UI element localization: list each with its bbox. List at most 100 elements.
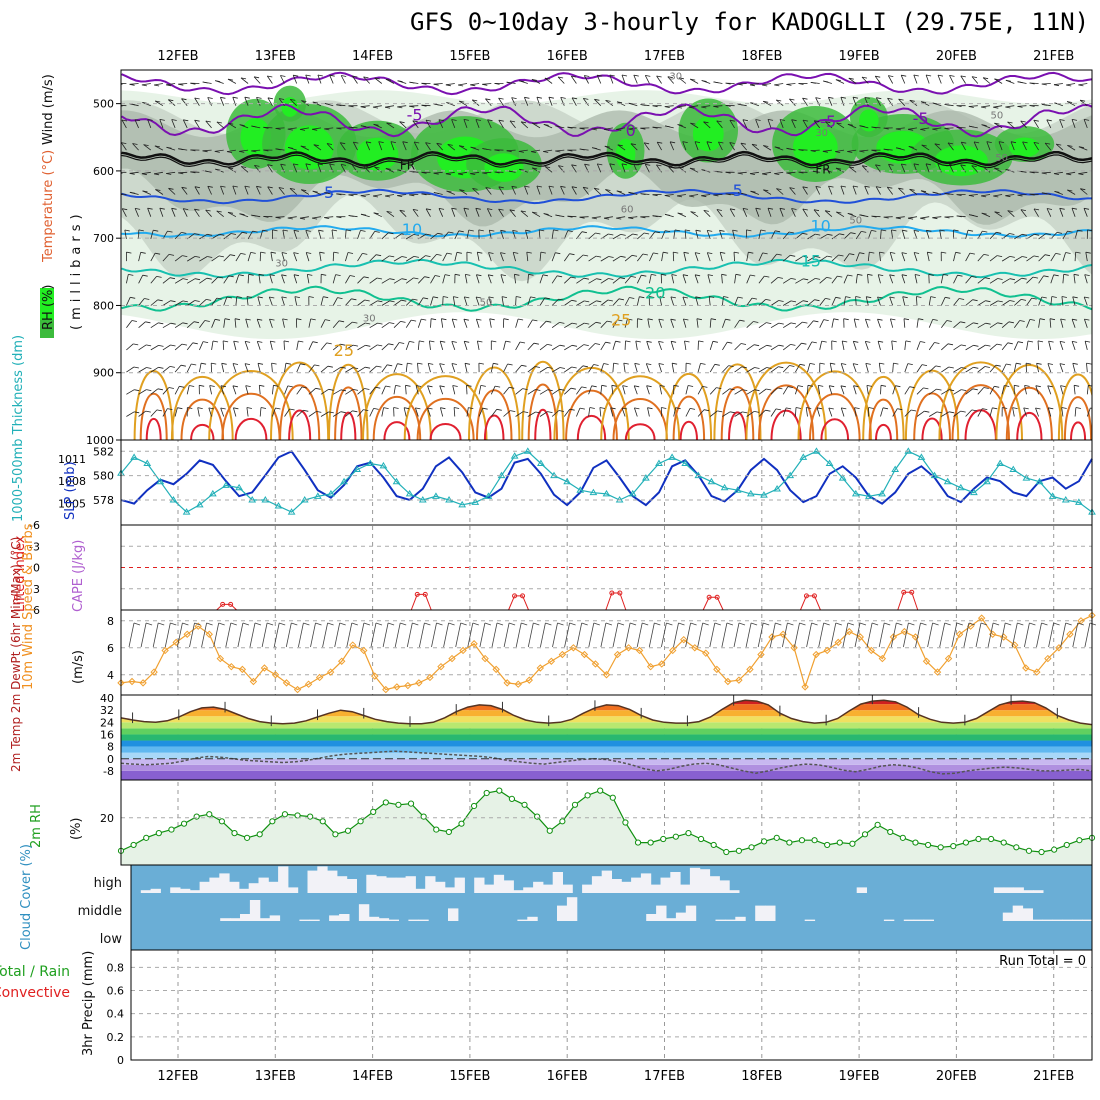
- wind-barb: [670, 341, 675, 351]
- wind-barb: [612, 277, 621, 284]
- cloud-bar: [220, 918, 231, 921]
- wind-barb: [256, 97, 261, 106]
- wind-barb: [220, 407, 225, 417]
- cloud-bar: [660, 877, 671, 893]
- wind-barb-flag: [193, 321, 200, 324]
- wind-barb: [1059, 341, 1064, 351]
- wind-barb-flag: [214, 151, 220, 153]
- wind-barb: [126, 411, 135, 417]
- wind-barb: [819, 277, 827, 284]
- li-marker: [706, 594, 712, 600]
- wind-barb: [1038, 254, 1046, 262]
- warm-contour: [403, 375, 488, 440]
- wind-barb: [186, 342, 194, 351]
- wind-barb-flag: [760, 229, 766, 232]
- wind-barb-flag: [547, 367, 553, 369]
- wind-barb: [138, 410, 147, 417]
- wind-barb: [138, 389, 147, 395]
- wind-barb-flag: [1029, 105, 1035, 107]
- wind-barb-10m: [201, 622, 207, 648]
- wind-barb: [181, 187, 188, 195]
- wind-barb-flag: [232, 385, 238, 388]
- wind-barb: [746, 411, 755, 417]
- wind-barb: [126, 320, 133, 328]
- wind-barb: [150, 253, 156, 262]
- wind-barb-flag: [1048, 407, 1054, 410]
- wind-barb: [925, 74, 930, 84]
- wind-barb-10m: [261, 622, 268, 648]
- wind-barb-flag: [971, 165, 977, 167]
- wind-barb-flag: [567, 230, 573, 232]
- wind-barb: [525, 230, 529, 240]
- wind-barb-flag: [444, 274, 451, 276]
- wind-barb: [320, 411, 330, 417]
- wind-barb: [865, 296, 869, 306]
- wind-barb-flag: [299, 129, 306, 131]
- pressure-tick-label: 600: [93, 165, 114, 178]
- wind-barb-flag: [534, 366, 540, 368]
- wind-barb-flag: [512, 230, 518, 232]
- wind-barb-flag: [1086, 362, 1092, 365]
- wind-barb-flag: [314, 364, 320, 367]
- wind-barb: [989, 343, 998, 351]
- wind-barb-flag: [815, 233, 821, 236]
- wind-barb-flag: [256, 97, 262, 99]
- wind-barb-flag: [353, 141, 359, 144]
- wind-barb-flag: [569, 408, 575, 411]
- wind-barb-flag: [957, 274, 963, 277]
- wind-barb-flag: [959, 298, 965, 300]
- wind-barb-flag: [583, 254, 589, 257]
- wind-barb: [576, 277, 585, 284]
- wind-barb: [1001, 300, 1010, 306]
- wind-barb-flag: [494, 171, 500, 174]
- freezing-level-line: [121, 154, 1092, 169]
- wind-barb: [332, 274, 336, 284]
- wind-barb-flag: [1012, 407, 1018, 409]
- wind-barb-10m: [903, 622, 909, 648]
- wind-barb-flag: [211, 362, 217, 365]
- wind-barb-flag: [654, 231, 660, 234]
- wind-barb: [430, 318, 432, 328]
- wind-barb-flag: [397, 195, 403, 197]
- wind-barb: [722, 341, 728, 351]
- slp-tick-label: 1011: [58, 453, 86, 466]
- wind-barb-flag: [156, 409, 162, 412]
- wind-barb-flag: [424, 276, 430, 279]
- wind-barb: [807, 299, 815, 306]
- wind-barb-flag: [1039, 318, 1045, 321]
- wind-barb: [891, 229, 894, 239]
- wind-barb-flag: [571, 344, 578, 347]
- wind-barb: [1073, 385, 1076, 395]
- wind-barb: [174, 343, 183, 351]
- cloud-bar: [336, 876, 348, 893]
- wind-barb: [278, 98, 285, 106]
- li-marker: [609, 590, 615, 596]
- wind-barb: [1001, 278, 1011, 284]
- wind-barb: [369, 300, 378, 306]
- wind-barb: [965, 409, 973, 417]
- wind-barb-10m: [1024, 622, 1030, 648]
- wind-barb: [405, 363, 408, 373]
- wind-barb: [694, 141, 699, 151]
- wind-barb-flag: [571, 186, 577, 189]
- wind-speed-marker: [271, 671, 280, 679]
- thickness-marker: [733, 486, 742, 493]
- wind-barb-flag: [178, 83, 184, 86]
- wind-barb-flag: [939, 229, 945, 232]
- wind-barb: [645, 363, 650, 373]
- wind-barb: [256, 186, 261, 195]
- wind-barb-flag: [836, 122, 842, 125]
- wind-barb-flag: [530, 296, 536, 299]
- wind-barb-flag: [239, 151, 245, 153]
- wind-barb-10m-flag: [521, 622, 528, 626]
- wind-barb: [292, 75, 298, 84]
- wind-barb-flag: [640, 127, 646, 130]
- wind-barb: [656, 75, 662, 84]
- wind-barb-flag: [827, 233, 833, 236]
- wind-barb-flag: [559, 367, 565, 369]
- wind-barb-flag: [267, 75, 273, 78]
- wind-barb: [186, 321, 195, 328]
- wind-speed-marker: [1022, 664, 1030, 672]
- wind-barb: [451, 341, 456, 351]
- wind-barb-flag: [535, 411, 541, 414]
